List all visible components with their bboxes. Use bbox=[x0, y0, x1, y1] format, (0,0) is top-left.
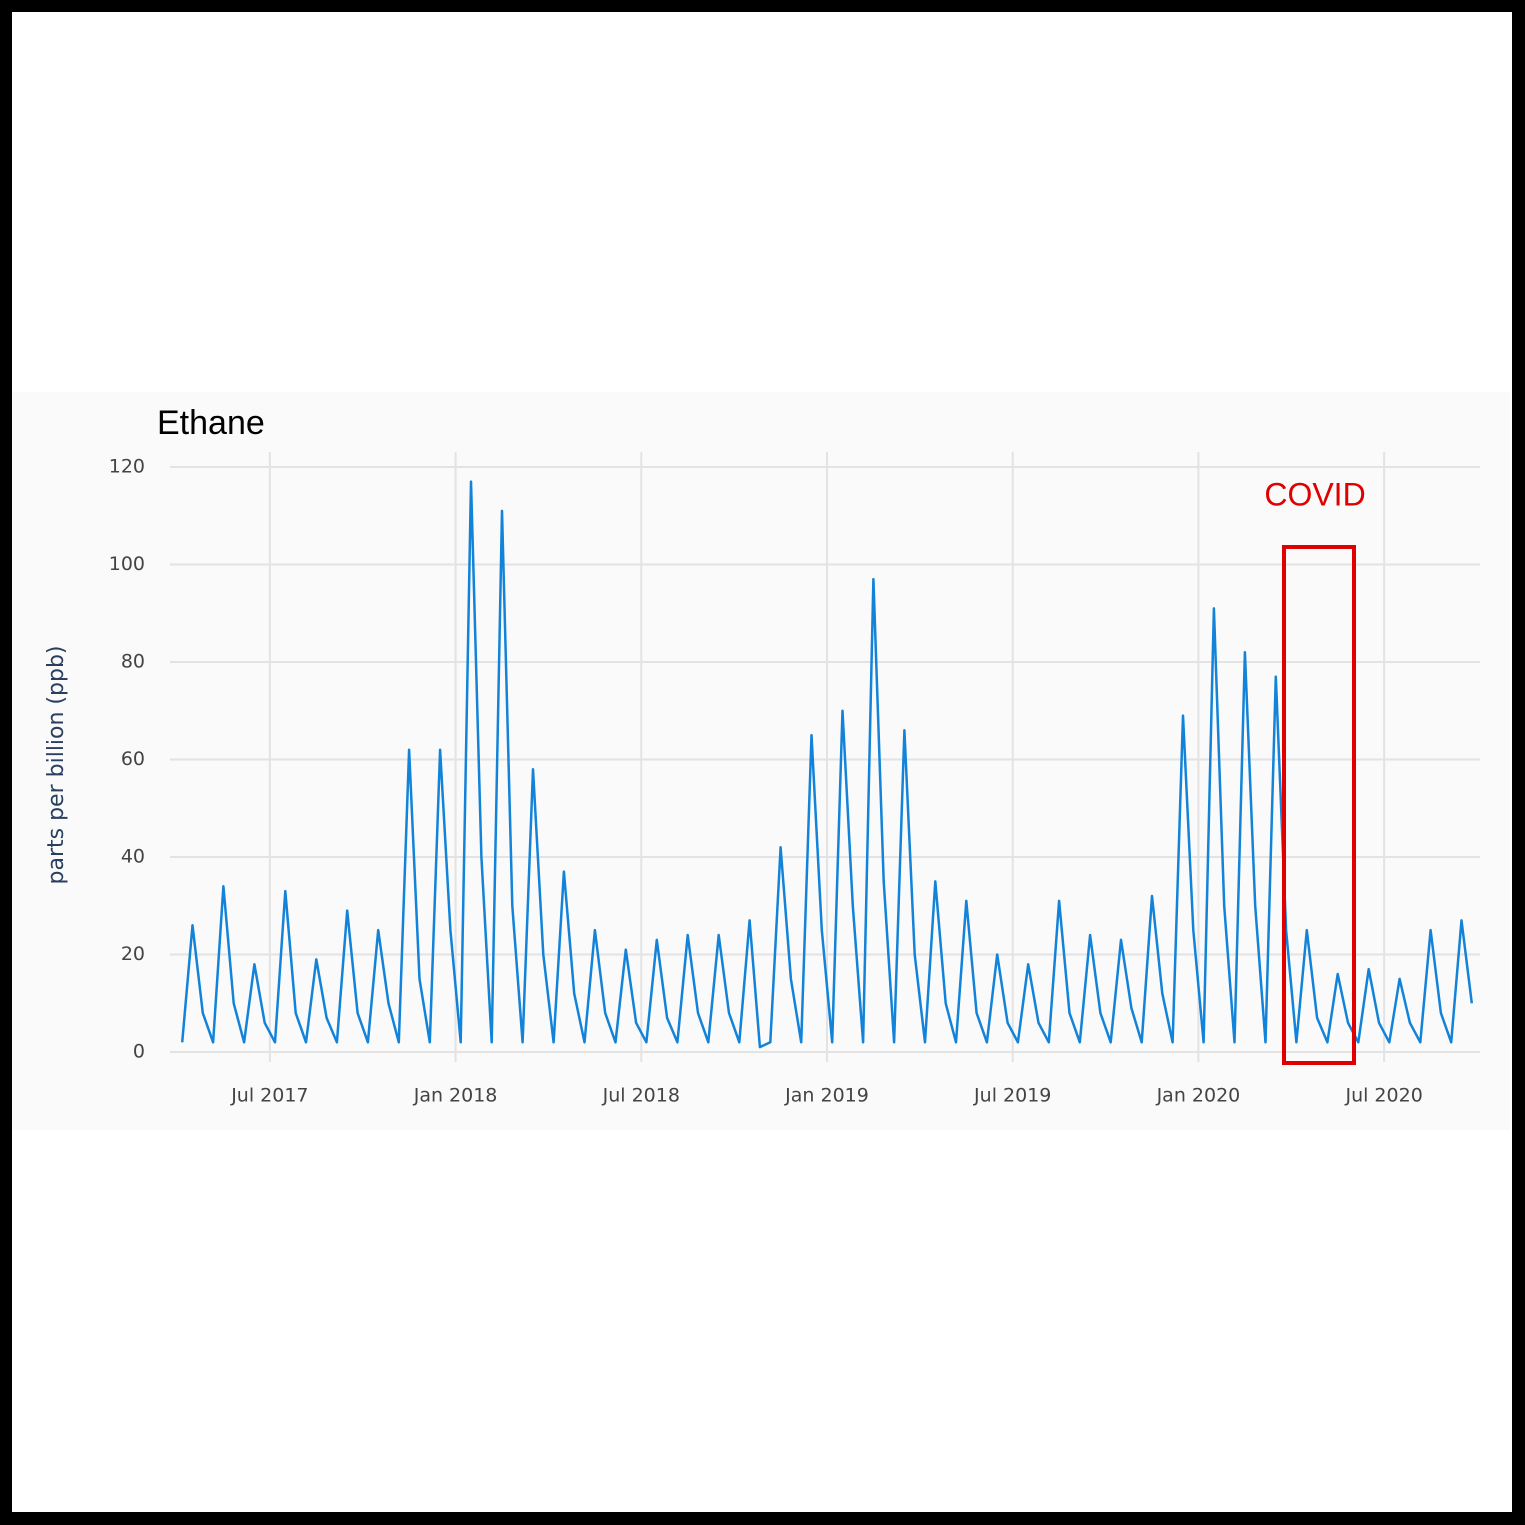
x-tick-label: Jul 2019 bbox=[973, 1085, 1051, 1107]
y-tick-label: 80 bbox=[121, 651, 145, 673]
y-axis-title: parts per billion (ppb) bbox=[44, 646, 69, 885]
data-line bbox=[180, 480, 1474, 1049]
x-tick-label: Jul 2018 bbox=[602, 1085, 680, 1107]
y-tick-label: 0 bbox=[133, 1041, 145, 1063]
annotation: COVID bbox=[1264, 476, 1365, 512]
y-tick-label: 60 bbox=[121, 748, 145, 770]
y-tick-label: 20 bbox=[121, 943, 145, 965]
chart-title: Ethane bbox=[157, 404, 265, 442]
x-tick-label: Jan 2018 bbox=[413, 1085, 498, 1107]
y-tick-label: 120 bbox=[109, 456, 145, 478]
x-tick-label: Jan 2019 bbox=[784, 1085, 869, 1107]
y-tick-label: 100 bbox=[109, 553, 145, 575]
x-tick-label: Jul 2020 bbox=[1344, 1085, 1422, 1107]
x-tick-label: Jan 2020 bbox=[1156, 1085, 1241, 1107]
x-tick-label: Jul 2017 bbox=[230, 1085, 308, 1107]
y-tick-label: 40 bbox=[121, 846, 145, 868]
covid-box bbox=[1282, 545, 1356, 1065]
